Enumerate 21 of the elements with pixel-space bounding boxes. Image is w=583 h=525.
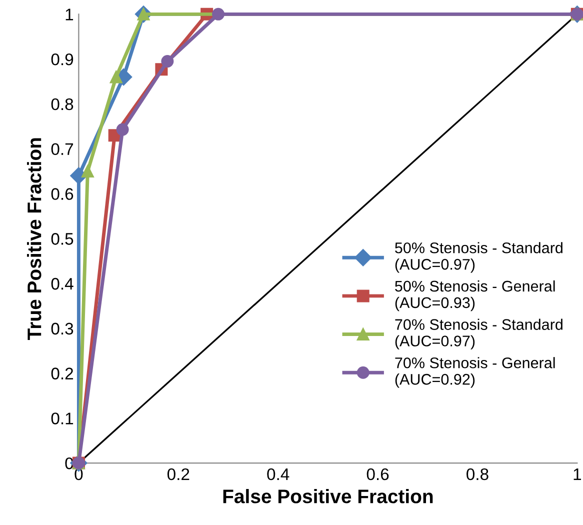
y-tick-label: 1: [66, 8, 74, 20]
y-tick-label: 0.4: [51, 278, 74, 290]
x-axis-title: False Positive Fraction: [223, 489, 433, 504]
legend-label: 70% Stenosis - Standard (AUC=0.97): [395, 318, 562, 350]
legend-label: 70% Stenosis - General (AUC=0.92): [395, 357, 555, 388]
y-axis-title: True Positive Fraction: [26, 138, 42, 340]
x-tick-label: 0.6: [366, 468, 389, 480]
y-tick-label: 0.5: [51, 233, 74, 245]
y-tick-label: 0.9: [51, 53, 74, 66]
y-tick-label: 0.6: [51, 188, 74, 200]
y-tick-label: 0.3: [51, 322, 74, 335]
legend-label: 50% Stenosis - General (AUC=0.93): [395, 280, 555, 312]
y-tick-label: 0.1: [51, 412, 74, 424]
x-tick-label: 1: [574, 468, 581, 480]
x-tick-label: 0.4: [267, 468, 290, 480]
y-tick-label: 0.8: [51, 98, 74, 110]
x-tick-label: 0.2: [167, 468, 190, 480]
y-tick-label: 0.7: [51, 143, 74, 156]
x-tick-label: 0.8: [466, 468, 488, 480]
legend-label: 50% Stenosis - Standard (AUC=0.97): [395, 242, 562, 273]
y-tick-label: 0.2: [51, 368, 74, 380]
